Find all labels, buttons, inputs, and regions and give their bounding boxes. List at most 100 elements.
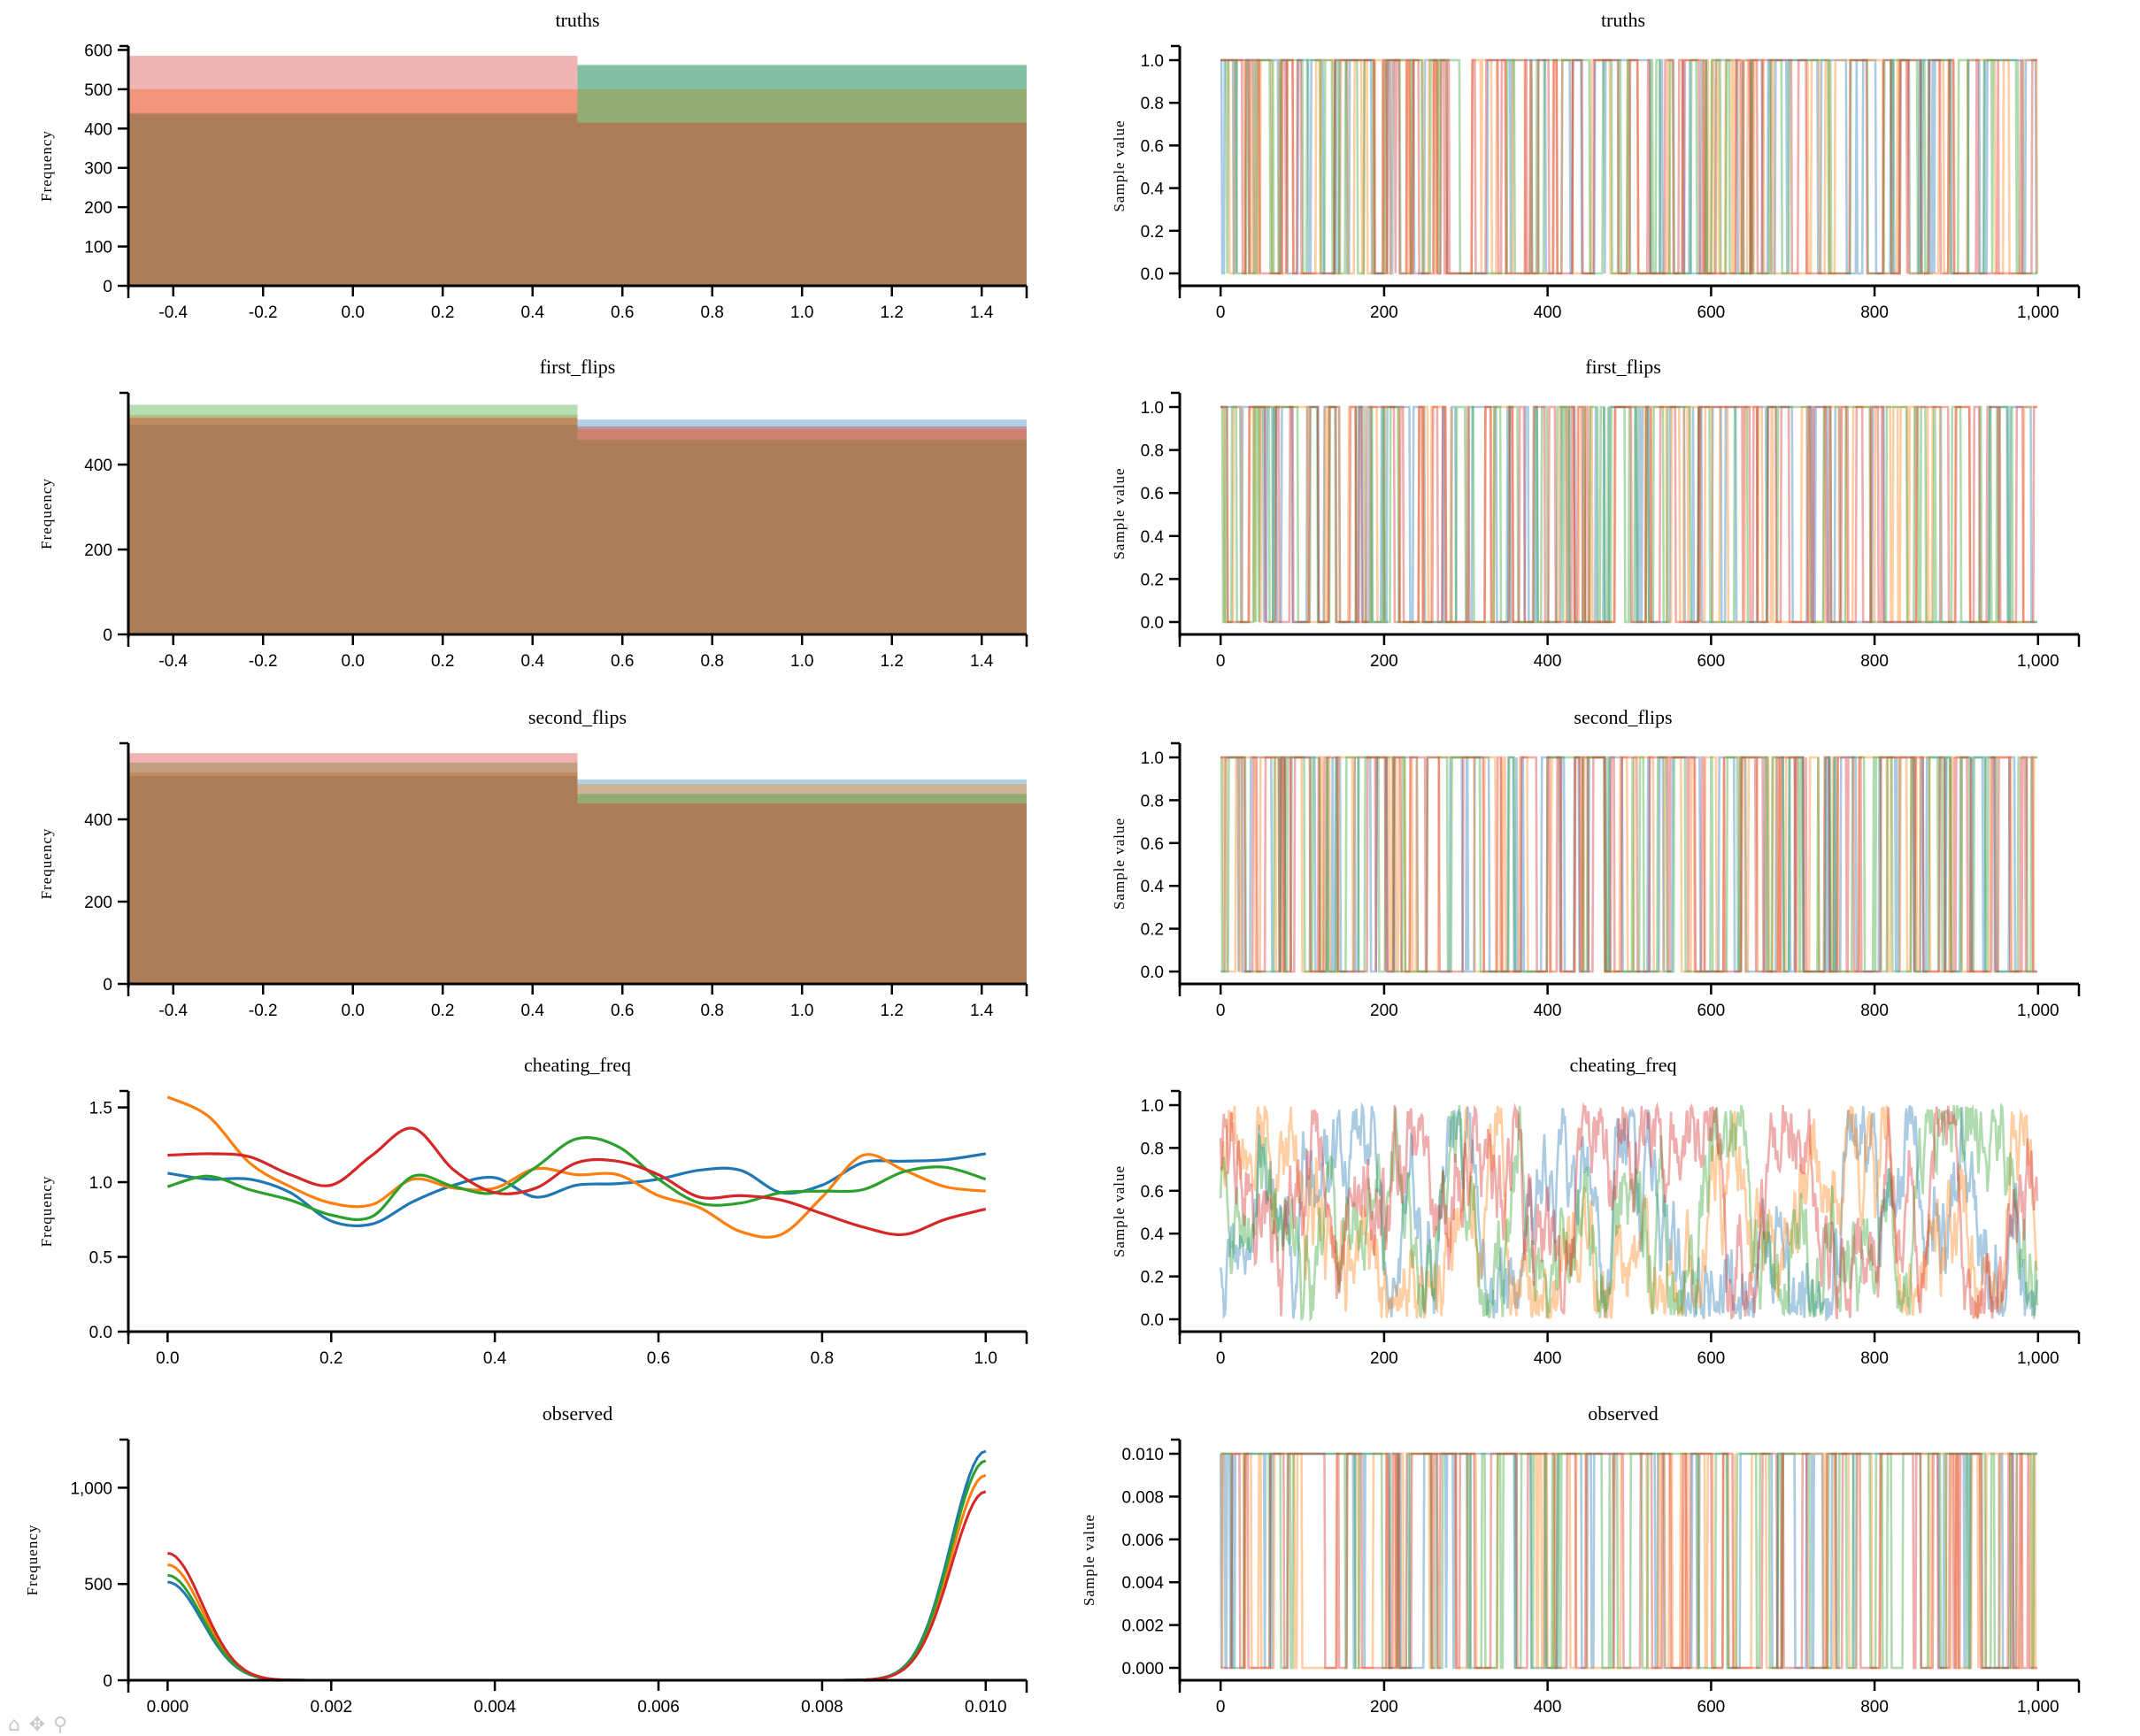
chart-first-flips-hist: first_flips Frequency -0.4 -0.2 0.0 0.2 0.4 0.6… bbox=[38, 356, 1028, 671]
y-tick-label: 0 bbox=[103, 1672, 112, 1691]
x-tick-label: 1.4 bbox=[970, 652, 994, 671]
x-tick-label: 1.2 bbox=[881, 652, 904, 671]
x-tick-label: 1,000 bbox=[2017, 1002, 2059, 1020]
trace-line bbox=[1220, 58, 2039, 275]
x-tick-label: 0.2 bbox=[431, 303, 454, 322]
chart-title: truths bbox=[1601, 9, 1645, 31]
y-tick-label: 0.0 bbox=[1141, 265, 1164, 284]
y-tick-label: 400 bbox=[84, 811, 112, 830]
trace-line bbox=[1220, 58, 2037, 275]
y-tick-label: 0.2 bbox=[1141, 223, 1164, 242]
x-tick-label: 0.2 bbox=[431, 1002, 454, 1020]
kde-line bbox=[167, 1459, 987, 1682]
y-tick-label: 0.6 bbox=[1141, 835, 1164, 854]
x-tick-label: 1,000 bbox=[2017, 1349, 2059, 1368]
x-tick-label: 200 bbox=[1370, 652, 1398, 671]
y-tick-label: 0 bbox=[103, 976, 112, 995]
histogram-bar bbox=[128, 56, 578, 286]
x-tick-label: 0.6 bbox=[611, 303, 634, 322]
chart-title: cheating_freq bbox=[524, 1054, 631, 1076]
plot-area bbox=[166, 1095, 987, 1239]
home-icon[interactable]: ⌂ bbox=[8, 1714, 20, 1736]
y-tick-label: 1.0 bbox=[1141, 52, 1164, 71]
y-tick-label: 0.0 bbox=[89, 1324, 112, 1342]
x-tick-label: 0.6 bbox=[647, 1349, 670, 1368]
x-tick-label: 0 bbox=[1216, 652, 1226, 671]
chart-title: truths bbox=[555, 9, 599, 31]
trace-line bbox=[1220, 58, 2037, 275]
x-tick-label: 1.0 bbox=[790, 1002, 813, 1020]
trace-line bbox=[1220, 1105, 2039, 1320]
x-tick-label: 600 bbox=[1697, 1002, 1726, 1020]
trace-line bbox=[1219, 1102, 2039, 1322]
x-tick-label: 0.4 bbox=[521, 303, 545, 322]
kde-line bbox=[167, 1473, 987, 1682]
kde-line bbox=[167, 1152, 987, 1228]
x-tick-label: 1,000 bbox=[2017, 303, 2059, 322]
histogram-bar bbox=[128, 88, 578, 286]
trace-line bbox=[1220, 405, 2037, 624]
y-tick-label: 300 bbox=[84, 160, 112, 179]
move-icon[interactable]: ✥ bbox=[28, 1714, 46, 1736]
histogram-bar bbox=[577, 803, 1027, 984]
y-tick-label: 0.8 bbox=[1141, 442, 1164, 461]
x-tick-label: 0.008 bbox=[801, 1698, 843, 1717]
x-tick-label: 200 bbox=[1370, 1002, 1398, 1020]
x-tick-label: 1.4 bbox=[970, 303, 994, 322]
x-tick-label: -0.4 bbox=[158, 652, 188, 671]
kde-line bbox=[166, 1136, 987, 1222]
y-tick-label: 1.0 bbox=[1141, 1097, 1164, 1116]
y-axis-label: Sample value bbox=[1111, 1165, 1128, 1257]
chart-truths-hist: truths Frequency -0.4 -0.2 0.0 0.2 0.4 0.6 0.8 1.… bbox=[38, 9, 1028, 322]
chart-first-flips-trace: first_flips Sample value 0 200 400 600 800 1,00… bbox=[1111, 356, 2081, 671]
y-tick-label: 0.2 bbox=[1141, 571, 1164, 589]
y-tick-label: 0.2 bbox=[1141, 1269, 1164, 1287]
plot-area bbox=[167, 1449, 987, 1682]
x-tick-label: 0.0 bbox=[342, 1002, 365, 1020]
y-tick-label: 500 bbox=[84, 1576, 112, 1594]
histogram-bar bbox=[577, 122, 1027, 286]
x-tick-label: 200 bbox=[1370, 1698, 1398, 1717]
y-tick-label: 1.5 bbox=[89, 1100, 112, 1118]
plot-toolbar: ⌂ ✥ ⚲ bbox=[4, 1715, 71, 1736]
y-axis-label: Sample value bbox=[1081, 1514, 1097, 1606]
histogram-bar bbox=[128, 772, 578, 984]
x-tick-label: 0.8 bbox=[701, 652, 724, 671]
chart-title: cheating_freq bbox=[1570, 1054, 1677, 1076]
x-tick-label: 600 bbox=[1697, 303, 1726, 322]
x-tick-label: 1,000 bbox=[2017, 652, 2059, 671]
histogram-bar bbox=[577, 429, 1027, 634]
x-tick-label: 0.8 bbox=[701, 1002, 724, 1020]
trace-line bbox=[1220, 1452, 2037, 1670]
x-tick-label: 1.0 bbox=[974, 1349, 997, 1368]
x-tick-label: 0.0 bbox=[156, 1349, 179, 1368]
y-tick-label: 0.010 bbox=[1121, 1446, 1164, 1464]
y-tick-label: 0.4 bbox=[1141, 878, 1165, 896]
x-tick-label: 0 bbox=[1216, 1698, 1226, 1717]
histogram-bar bbox=[577, 65, 1027, 287]
y-tick-label: 400 bbox=[84, 120, 112, 139]
y-tick-label: 400 bbox=[84, 457, 112, 475]
kde-line bbox=[167, 1126, 987, 1236]
trace-line bbox=[1220, 756, 2037, 973]
histogram-bar bbox=[128, 112, 578, 286]
x-tick-label: 600 bbox=[1697, 1349, 1726, 1368]
y-tick-label: 200 bbox=[84, 199, 112, 218]
y-tick-label: 0.008 bbox=[1121, 1488, 1164, 1507]
trace-line bbox=[1220, 1452, 2037, 1670]
chart-cheating-freq-trace: cheating_freq Sample value 0 200 400 600 800 1,… bbox=[1111, 1054, 2081, 1368]
chart-second-flips-hist: second_flips Frequency -0.4 -0.2 0.0 0.2 0.4 0.… bbox=[38, 706, 1028, 1020]
x-tick-label: 800 bbox=[1860, 1002, 1889, 1020]
zoom-icon[interactable]: ⚲ bbox=[52, 1714, 68, 1736]
plot-area bbox=[1219, 1452, 2037, 1670]
y-tick-label: 1.0 bbox=[1141, 749, 1164, 768]
x-tick-label: 800 bbox=[1860, 1698, 1889, 1717]
x-tick-label: 1.4 bbox=[970, 1002, 994, 1020]
histogram-bar bbox=[128, 762, 578, 984]
x-tick-label: -0.4 bbox=[158, 303, 188, 322]
plot-area bbox=[128, 753, 1027, 984]
x-tick-label: 0.4 bbox=[521, 652, 545, 671]
plot-area bbox=[128, 56, 1027, 287]
y-axis-label: Frequency bbox=[38, 1176, 55, 1248]
